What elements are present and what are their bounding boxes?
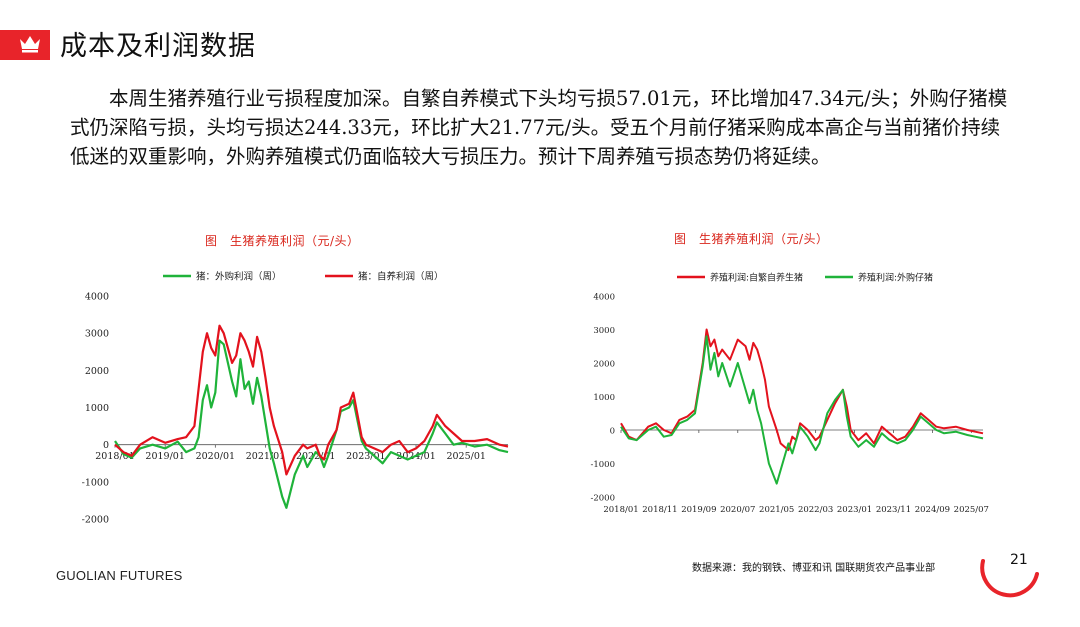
y-tick-label: 4000 — [593, 293, 615, 303]
page-arc-decoration — [980, 559, 1039, 598]
series-line-1 — [620, 335, 984, 485]
x-tick-label: 2022/01 — [296, 451, 335, 462]
series-line-0 — [620, 328, 984, 452]
x-tick-label: 2023/11 — [876, 505, 911, 515]
y-tick-label: -2000 — [82, 515, 109, 526]
y-tick-label: 4000 — [85, 292, 109, 303]
x-tick-label: 2018/01 — [95, 451, 134, 462]
series-line-1 — [114, 324, 509, 476]
x-tick-label: 2025/01 — [446, 451, 485, 462]
y-tick-label: 3000 — [593, 326, 615, 336]
y-tick-label: 3000 — [85, 329, 109, 340]
page-title: 成本及利润数据 — [60, 31, 256, 62]
y-tick-label: 0 — [103, 440, 109, 451]
x-tick-label: 2018/01 — [603, 505, 638, 515]
x-tick-label: 2023/01 — [837, 505, 872, 515]
x-tick-label: 2019/01 — [145, 451, 184, 462]
summary-text: 本周生猪养殖行业亏损程度加深。自繁自养模式下头均亏损57.01元，环比增加47.… — [70, 87, 1008, 168]
y-tick-label: 1000 — [85, 403, 109, 414]
profit-chart-left: 猪：外购利润（周） 猪：自养利润（周） 4000 3000 2000 1000 0 -1000… — [82, 271, 509, 526]
x-tick-label: 2020/07 — [720, 505, 755, 515]
summary-paragraph: 本周生猪养殖行业亏损程度加深。自繁自养模式下头均亏损57.01元，环比增加47.… — [70, 84, 1010, 171]
series-line-0 — [114, 339, 509, 509]
y-tick-label: -1000 — [590, 460, 615, 470]
page-number: 21 — [1010, 552, 1028, 568]
y-tick-label: 2000 — [85, 366, 109, 377]
y-tick-label: -2000 — [590, 494, 615, 504]
legend-label-1: 养殖利润:外购仔猪 — [858, 272, 933, 284]
legend-label-1: 猪：自养利润（周） — [358, 271, 444, 283]
x-tick-label: 2025/07 — [954, 505, 989, 515]
y-tick-label: 0 — [610, 427, 615, 437]
y-tick-label: -1000 — [82, 477, 109, 488]
y-tick-label: 2000 — [593, 360, 615, 370]
crown-icon — [20, 36, 40, 53]
chart-title-left: 图 生猪养殖利润（元/头） — [205, 234, 360, 248]
x-tick-label: 2022/03 — [798, 505, 833, 515]
x-tick-label: 2018/11 — [642, 505, 677, 515]
legend-label-0: 养殖利润:自繁自养生猪 — [710, 272, 803, 284]
x-tick-label: 2019/09 — [681, 505, 716, 515]
header-accent-bar — [0, 30, 50, 60]
chart-title-right: 图 生猪养殖利润（元/头） — [674, 232, 829, 246]
x-tick-label: 2021/01 — [246, 451, 285, 462]
y-tick-label: 1000 — [593, 393, 615, 403]
profit-chart-right: 养殖利润:自繁自养生猪 养殖利润:外购仔猪 4000 3000 2000 1000 0 -10… — [590, 272, 989, 516]
x-tick-label: 2024/09 — [915, 505, 950, 515]
data-source-note: 数据来源：我的钢铁、博亚和讯 国联期货农产品事业部 — [692, 563, 936, 574]
brand-logo-text: GUOLIAN FUTURES — [56, 568, 183, 583]
legend-label-0: 猪：外购利润（周） — [196, 271, 282, 283]
x-tick-label: 2020/01 — [196, 451, 235, 462]
x-tick-label: 2021/05 — [759, 505, 794, 515]
x-tick-label: 2023/01 — [346, 451, 385, 462]
